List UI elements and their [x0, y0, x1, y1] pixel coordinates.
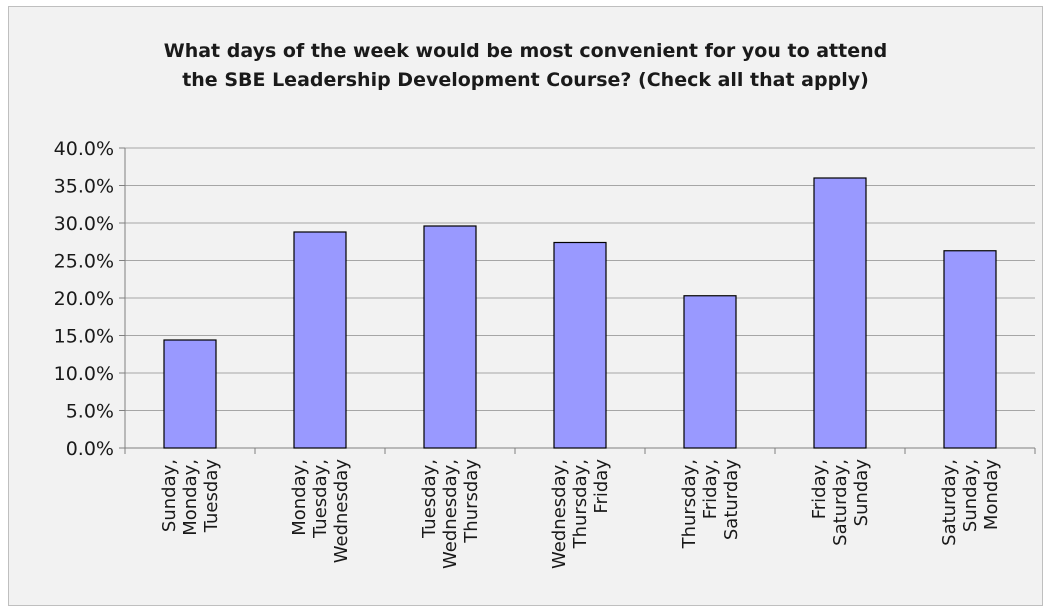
y-tick-label: 20.0% [54, 288, 114, 310]
y-tick-label: 30.0% [54, 213, 114, 235]
x-category-label-line: Monday [981, 459, 1002, 530]
bar [163, 339, 217, 449]
chart-frame: What days of the week would be most conv… [8, 6, 1043, 606]
chart-title-line-2: the SBE Leadership Development Course? (… [182, 69, 869, 91]
y-tick-label: 25.0% [54, 251, 114, 273]
x-category-label-line: Saturday, [939, 459, 960, 546]
x-category-label-line: Thursday, [570, 459, 591, 549]
y-tick-label: 5.0% [66, 401, 114, 423]
x-category-label-line: Monday, [180, 459, 201, 536]
x-category-label-line: Saturday [721, 459, 742, 540]
x-category-label-line: Sunday, [159, 459, 180, 532]
y-tick-label: 35.0% [54, 176, 114, 198]
x-category-label-line: Monday, [289, 459, 310, 536]
x-category-label-line: Friday, [809, 459, 830, 519]
x-category-label: Monday,Tuesday,Wednesday [289, 459, 352, 564]
x-category-label-line: Saturday, [830, 459, 851, 546]
bar [813, 177, 867, 449]
x-category-label: Sunday,Monday,Tuesday [159, 459, 222, 536]
y-tick-label: 40.0% [54, 138, 114, 160]
bar [553, 241, 607, 449]
y-tick-label: 0.0% [66, 438, 114, 460]
bar [423, 225, 477, 449]
x-category-label-line: Thursday, [679, 459, 700, 549]
x-category-label-line: Wednesday, [440, 459, 461, 569]
y-tick-label: 10.0% [54, 363, 114, 385]
x-category-label-line: Sunday, [960, 459, 981, 532]
x-category-label: Saturday,Sunday,Monday [939, 459, 1002, 546]
bar [293, 231, 347, 449]
chart-title: What days of the week would be most conv… [9, 37, 1042, 95]
x-category-label-line: Sunday [851, 459, 872, 527]
y-tick-label: 15.0% [54, 326, 114, 348]
x-category-label-line: Wednesday [331, 459, 352, 564]
x-category-label-line: Friday, [700, 459, 721, 519]
x-category-label-line: Thursday [461, 459, 482, 544]
x-category-label: Thursday,Friday,Saturday [679, 459, 742, 550]
bar-chart: 0.0% 5.0% 10.0% 15.0% 20.0% 25.0% 30.0% 35.0% 40… [54, 138, 1036, 569]
x-category-label-line: Tuesday, [419, 459, 440, 539]
x-category-label: Tuesday,Wednesday,Thursday [419, 459, 482, 569]
x-category-label: Wednesday,Thursday,Friday [549, 459, 612, 569]
x-category-label-line: Tuesday, [310, 459, 331, 539]
chart-title-line-1: What days of the week would be most conv… [163, 40, 888, 62]
bar [683, 295, 737, 449]
x-category-label-line: Tuesday [201, 459, 222, 534]
x-category-label-line: Wednesday, [549, 459, 570, 569]
x-category-label: Friday,Saturday,Sunday [809, 459, 872, 546]
x-category-label-line: Friday [591, 459, 612, 514]
bar [943, 250, 997, 449]
